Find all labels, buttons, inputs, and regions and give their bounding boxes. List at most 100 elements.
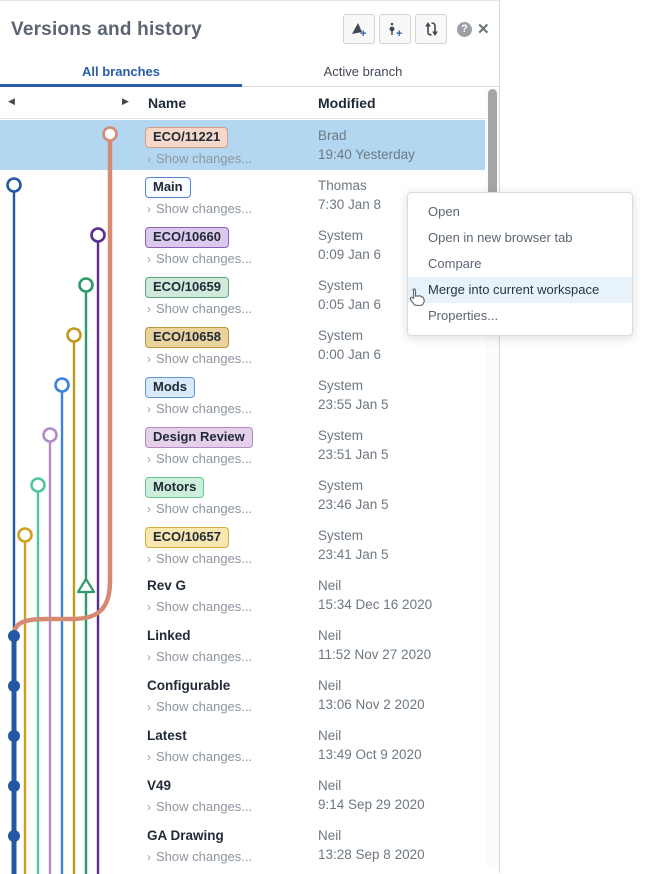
menu-item[interactable]: Open in new browser tab: [428, 230, 573, 245]
name-cell: V49 › Show changes...: [145, 777, 252, 814]
show-changes-link[interactable]: › Show changes...: [145, 599, 252, 614]
chevron-right-icon: ›: [147, 700, 151, 714]
chevron-right-icon: ›: [147, 850, 151, 864]
create-version-button[interactable]: +: [343, 14, 375, 44]
chevron-right-icon: ›: [147, 650, 151, 664]
version-list: ECO/11221 › Show changes... Brad 19:40 Ye…: [0, 120, 485, 870]
name-cell: ECO/10658 › Show changes...: [145, 327, 252, 366]
modified-date-label: 0:05 Jan 6: [318, 297, 382, 312]
version-badge: Configurable: [147, 678, 231, 693]
table-row[interactable]: ECO/11221 › Show changes... Brad 19:40 Ye…: [0, 120, 485, 170]
table-row[interactable]: Main › Show changes... Thomas 7:30 Jan 8: [0, 170, 485, 220]
name-cell: GA Drawing › Show changes...: [145, 827, 252, 864]
table-row[interactable]: Latest › Show changes... Neil 13:49 Oct 9…: [0, 720, 485, 770]
author-label: Neil: [318, 728, 342, 743]
table-row[interactable]: V49 › Show changes... Neil 9:14 Sep 29 20…: [0, 770, 485, 820]
author-label: System: [318, 478, 364, 493]
table-row[interactable]: ECO/10658 › Show changes... System 0:00 J…: [0, 320, 485, 370]
version-badge: Latest: [147, 728, 187, 743]
show-changes-label: Show changes...: [156, 401, 253, 416]
menu-item[interactable]: Compare: [428, 256, 482, 271]
author-label: Neil: [318, 828, 342, 843]
pan-left-icon[interactable]: ◀: [8, 96, 15, 106]
modified-cell: Neil 15:34 Dec 16 2020: [318, 578, 432, 612]
modified-date-label: 13:28 Sep 8 2020: [318, 847, 425, 862]
show-changes-link[interactable]: › Show changes...: [145, 551, 252, 566]
table-row[interactable]: Rev G › Show changes... Neil 15:34 Dec 16…: [0, 570, 485, 620]
show-changes-link[interactable]: › Show changes...: [145, 699, 252, 714]
version-badge: ECO/10658: [145, 327, 229, 348]
author-label: Brad: [318, 128, 347, 143]
modified-date-label: 13:49 Oct 9 2020: [318, 747, 422, 762]
column-header-row: ◀ ▶ Name Modified: [0, 87, 499, 119]
chevron-right-icon: ›: [147, 600, 151, 614]
table-row[interactable]: Motors › Show changes... System 23:46 Jan…: [0, 470, 485, 520]
scrollbar-thumb[interactable]: [488, 89, 497, 222]
column-header-name: Name: [148, 95, 187, 111]
table-row[interactable]: ECO/10657 › Show changes... System 23:41 …: [0, 520, 485, 570]
show-changes-link[interactable]: › Show changes...: [145, 251, 252, 266]
show-changes-label: Show changes...: [156, 201, 253, 216]
chevron-right-icon: ›: [147, 252, 151, 266]
modified-date-label: 13:06 Nov 2 2020: [318, 697, 425, 712]
version-badge: ECO/10657: [145, 527, 229, 548]
show-changes-link[interactable]: › Show changes...: [145, 351, 252, 366]
modified-date-label: 23:41 Jan 5: [318, 547, 389, 562]
modified-cell: Neil 9:14 Sep 29 2020: [318, 778, 425, 812]
menu-item[interactable]: Merge into current workspace: [408, 277, 632, 303]
modified-date-label: 7:30 Jan 8: [318, 197, 382, 212]
show-changes-label: Show changes...: [156, 599, 253, 614]
author-label: Neil: [318, 778, 342, 793]
author-label: System: [318, 228, 364, 243]
chevron-right-icon: ›: [147, 502, 151, 516]
panel-title: Versions and history: [11, 19, 202, 40]
version-badge: Rev G: [147, 578, 187, 593]
author-label: Neil: [318, 578, 342, 593]
close-icon[interactable]: ✕: [477, 21, 490, 38]
show-changes-link[interactable]: › Show changes...: [145, 301, 252, 316]
table-row[interactable]: GA Drawing › Show changes... Neil 13:28 S…: [0, 820, 485, 870]
modified-date-label: 11:52 Nov 27 2020: [318, 647, 432, 662]
svg-text:+: +: [396, 28, 402, 38]
chevron-right-icon: ›: [147, 800, 151, 814]
menu-item[interactable]: Open: [428, 204, 460, 219]
name-cell: Rev G › Show changes...: [145, 577, 252, 614]
show-changes-link[interactable]: › Show changes...: [145, 501, 252, 516]
modified-cell: Brad 19:40 Yesterday: [318, 128, 415, 162]
show-changes-link[interactable]: › Show changes...: [145, 849, 252, 864]
create-branch-button[interactable]: +: [379, 14, 411, 44]
table-row[interactable]: Configurable › Show changes... Neil 13:06…: [0, 670, 485, 720]
show-changes-link[interactable]: › Show changes...: [145, 799, 252, 814]
show-changes-label: Show changes...: [156, 151, 253, 166]
svg-text:+: +: [360, 28, 366, 38]
author-label: System: [318, 428, 364, 443]
show-changes-link[interactable]: › Show changes...: [145, 151, 252, 166]
chevron-right-icon: ›: [147, 452, 151, 466]
show-changes-link[interactable]: › Show changes...: [145, 749, 252, 764]
show-changes-link[interactable]: › Show changes...: [145, 451, 253, 466]
help-icon[interactable]: ?: [457, 22, 472, 37]
tab-active-branch[interactable]: Active branch: [323, 64, 403, 79]
modified-cell: Neil 13:28 Sep 8 2020: [318, 828, 425, 862]
show-changes-label: Show changes...: [156, 699, 253, 714]
table-row[interactable]: ECO/10660 › Show changes... System 0:09 J…: [0, 220, 485, 270]
table-row[interactable]: ECO/10659 › Show changes... System 0:05 J…: [0, 270, 485, 320]
name-cell: Main › Show changes...: [145, 177, 252, 216]
author-label: System: [318, 278, 364, 293]
chevron-right-icon: ›: [147, 552, 151, 566]
modified-date-label: 0:09 Jan 6: [318, 247, 382, 262]
menu-item[interactable]: Properties...: [428, 308, 499, 323]
show-changes-link[interactable]: › Show changes...: [145, 201, 252, 216]
table-row[interactable]: Mods › Show changes... System 23:55 Jan 5: [0, 370, 485, 420]
table-row[interactable]: Linked › Show changes... Neil 11:52 Nov 2…: [0, 620, 485, 670]
pan-right-icon[interactable]: ▶: [122, 96, 129, 106]
modified-cell: System 23:51 Jan 5: [318, 428, 389, 462]
show-changes-link[interactable]: › Show changes...: [145, 649, 252, 664]
modified-cell: System 23:55 Jan 5: [318, 378, 389, 412]
chevron-right-icon: ›: [147, 202, 151, 216]
show-changes-link[interactable]: › Show changes...: [145, 401, 252, 416]
table-row[interactable]: Design Review › Show changes... System 23…: [0, 420, 485, 470]
compare-versions-button[interactable]: [415, 14, 447, 44]
name-cell: Latest › Show changes...: [145, 727, 252, 764]
tab-all-branches[interactable]: All branches: [0, 57, 242, 87]
